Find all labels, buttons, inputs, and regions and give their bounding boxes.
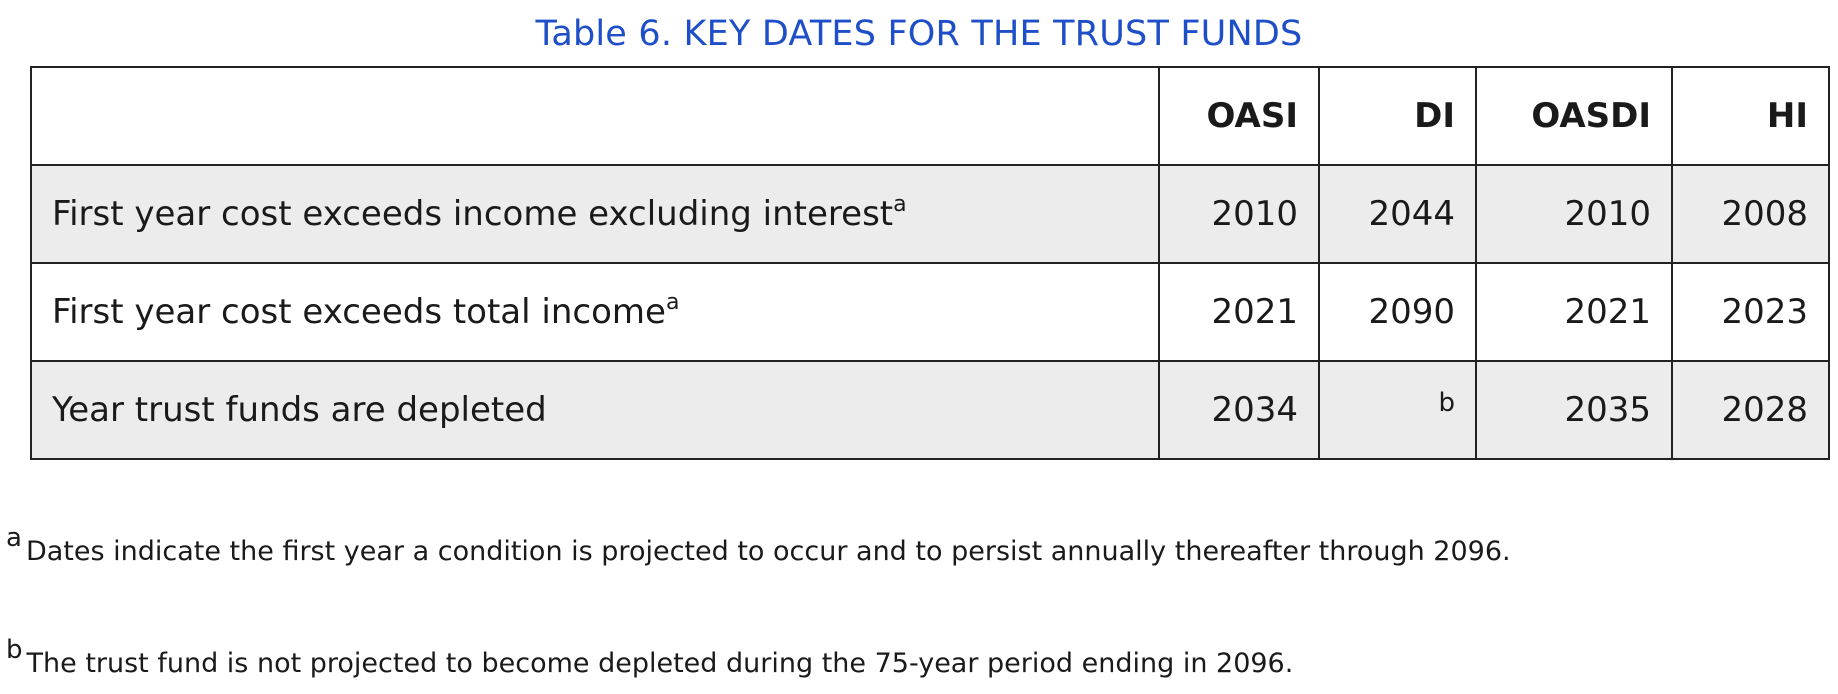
header-oasdi: OASDI [1475, 66, 1673, 166]
footnote-ref: a [893, 192, 907, 217]
table-row: First year cost exceeds total incomea 20… [30, 262, 1830, 362]
row-label: Year trust funds are depleted [30, 360, 1160, 460]
cell-oasdi: 2035 [1475, 360, 1673, 460]
header-row: OASI DI OASDI HI [30, 66, 1830, 166]
footnote-mark: b [6, 635, 23, 665]
cell-oasi: 2021 [1158, 262, 1320, 362]
row-label-text: Year trust funds are depleted [52, 390, 547, 430]
cell-oasi: 2034 [1158, 360, 1320, 460]
table-row: First year cost exceeds income excluding… [30, 164, 1830, 264]
header-hi: HI [1671, 66, 1830, 166]
row-label-text: First year cost exceeds total income [52, 292, 666, 332]
footnote-mark: a [6, 523, 22, 553]
cell-hi: 2023 [1671, 262, 1830, 362]
table-row: Year trust funds are depleted 2034 b 203… [30, 360, 1830, 460]
footnote-ref: b [1438, 388, 1455, 418]
cell-oasdi: 2010 [1475, 164, 1673, 264]
table-title: Table 6. KEY DATES FOR THE TRUST FUNDS [535, 14, 1303, 54]
footnote-text: The trust fund is not projected to becom… [26, 648, 1294, 679]
header-empty [30, 66, 1160, 166]
row-label: First year cost exceeds total incomea [30, 262, 1160, 362]
footnote-a: a Dates indicate the first year a conditi… [6, 523, 1511, 567]
footnote-ref: a [665, 290, 680, 315]
cell-hi: 2008 [1671, 164, 1830, 264]
footnote-text: Dates indicate the first year a conditio… [25, 536, 1511, 567]
cell-di: 2044 [1318, 164, 1477, 264]
header-oasi: OASI [1158, 66, 1320, 166]
cell-hi: 2028 [1671, 360, 1830, 460]
footnote-b: b The trust fund is not projected to beco… [6, 635, 1294, 679]
cell-di: 2090 [1318, 262, 1477, 362]
cell-di: b [1318, 360, 1477, 460]
key-dates-table: OASI DI OASDI HI First year cost exceeds… [30, 66, 1830, 460]
header-di: DI [1318, 66, 1477, 166]
row-label: First year cost exceeds income excluding… [30, 164, 1160, 264]
row-label-text: First year cost exceeds income excluding… [52, 194, 894, 234]
cell-oasi: 2010 [1158, 164, 1320, 264]
cell-oasdi: 2021 [1475, 262, 1673, 362]
